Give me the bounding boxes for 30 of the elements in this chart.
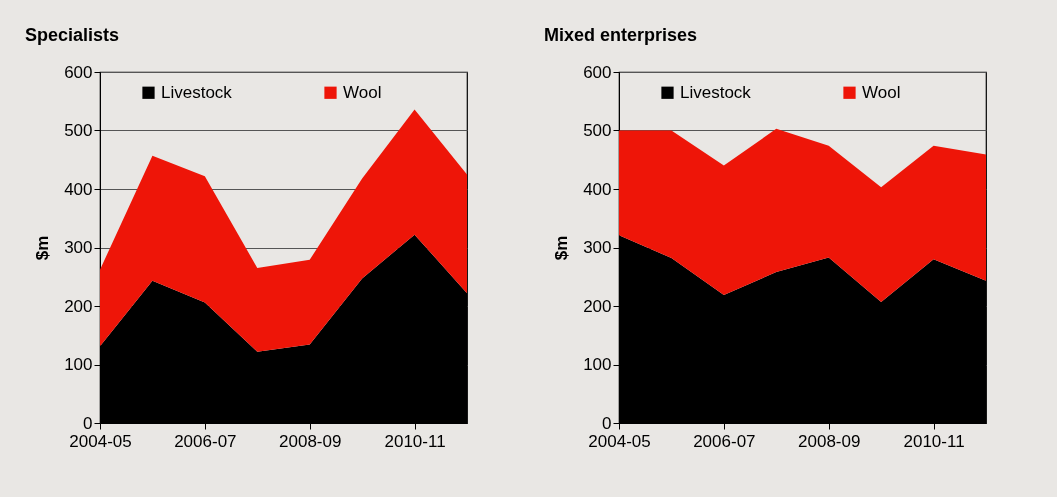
x-tick-label: 2010-11: [384, 431, 446, 451]
y-tick-label: 400: [582, 179, 611, 199]
x-tick-label: 2006-07: [174, 431, 237, 451]
y-tick-label: 100: [582, 355, 611, 374]
y-tick-label: 0: [83, 413, 93, 433]
x-tick-label: 2006-07: [692, 431, 756, 451]
chart-title: Mixed enterprises: [543, 25, 697, 45]
y-tick-label: 0: [601, 413, 611, 433]
y-axis-title: $m: [551, 235, 571, 261]
x-tick-label: 2010-11: [903, 431, 965, 451]
y-tick-label: 500: [64, 121, 93, 140]
x-tick-label: 2008-09: [279, 431, 342, 451]
y-tick-label: 600: [582, 62, 611, 82]
x-tick-label: 2008-09: [797, 431, 860, 451]
x-tick-label: 2004-05: [69, 431, 132, 451]
y-tick-label: 300: [582, 238, 611, 257]
y-tick-label: 600: [64, 62, 93, 82]
y-tick-label: 500: [582, 121, 611, 140]
y-tick-label: 100: [64, 355, 93, 374]
y-tick-label: 200: [64, 296, 93, 316]
chart-title: Specialists: [25, 25, 120, 45]
x-tick-label: 2004-05: [587, 431, 651, 451]
legend-label: Wool: [861, 82, 900, 102]
legend-label: Livestock: [679, 82, 751, 102]
legend-label: Livestock: [161, 82, 233, 102]
y-tick-label: 400: [64, 179, 93, 199]
y-tick-label: 300: [64, 238, 93, 257]
y-tick-label: 200: [582, 296, 611, 316]
legend-label: Wool: [343, 82, 382, 102]
y-axis-title: $m: [33, 235, 53, 261]
